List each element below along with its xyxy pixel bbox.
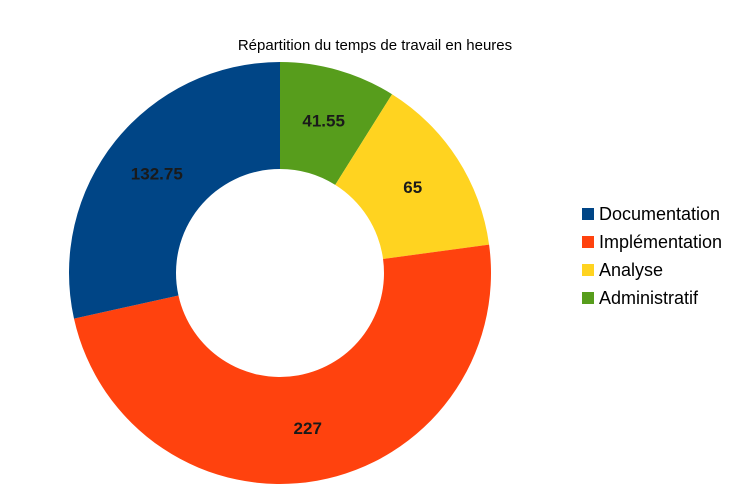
- data-label-administratif: 41.55: [302, 112, 345, 131]
- legend-label: Implémentation: [599, 232, 722, 252]
- legend-label: Administratif: [599, 288, 699, 308]
- legend: Documentation Implémentation Analyse Admini…: [582, 204, 722, 308]
- legend-swatch: [582, 264, 594, 276]
- slice-administratif: [280, 62, 393, 185]
- legend-item-analyse: Analyse: [582, 260, 663, 280]
- legend-item-implementation: Implémentation: [582, 232, 722, 252]
- data-labels: 41.55 65 227 132.75: [131, 112, 422, 438]
- legend-item-administratif: Administratif: [582, 288, 699, 308]
- slice-documentation: [69, 62, 280, 319]
- legend-swatch: [582, 208, 594, 220]
- data-label-documentation: 132.75: [131, 165, 183, 184]
- data-label-implementation: 227: [294, 419, 322, 438]
- slice-implementation: [73, 244, 491, 485]
- legend-swatch: [582, 292, 594, 304]
- data-label-analyse: 65: [403, 178, 422, 197]
- legend-label: Analyse: [599, 260, 663, 280]
- slice-analyse: [335, 94, 490, 259]
- legend-label: Documentation: [599, 204, 720, 224]
- legend-item-documentation: Documentation: [582, 204, 720, 224]
- legend-swatch: [582, 236, 594, 248]
- chart-title: Répartition du temps de travail en heure…: [238, 37, 512, 54]
- donut-slices: [69, 62, 491, 485]
